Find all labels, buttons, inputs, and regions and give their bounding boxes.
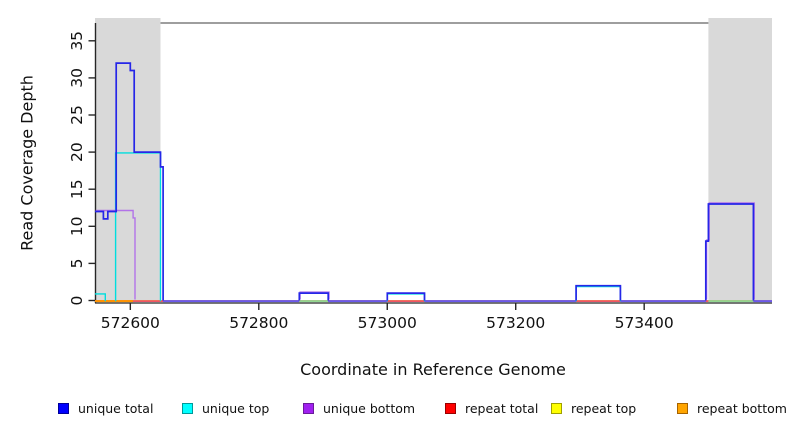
y-tick-label: 10 (68, 216, 86, 236)
series-lines (95, 62, 772, 303)
repeat-region-right (708, 18, 772, 302)
legend-swatch-repeat-bottom (677, 402, 688, 414)
series-line-unique-top (95, 293, 107, 302)
legend-label: unique total (78, 400, 154, 416)
series-line-unique-total (575, 284, 622, 301)
x-tick-label: 573400 (615, 314, 674, 332)
legend-item-unique-top: unique top (182, 399, 269, 417)
legend-label: repeat total (465, 400, 539, 416)
series-line-unique-top (386, 293, 426, 302)
y-tick-label: 5 (68, 258, 86, 268)
y-tick-label: 15 (68, 179, 86, 199)
y-tick-label: 35 (68, 31, 86, 51)
legend-item-unique-total: unique total (58, 399, 153, 417)
legend-swatch-repeat-total (445, 402, 456, 414)
legend-label: repeat bottom (697, 400, 787, 416)
legend-label: unique top (202, 400, 270, 416)
axes: 572600 572800 573000 573200 573400 0 5 10 15 20 25… (68, 23, 772, 332)
legend-swatch-unique-total (58, 402, 69, 414)
legend-item-repeat-total: repeat total (445, 399, 538, 417)
x-axis-title: Coordinate in Reference Genome (300, 360, 566, 379)
legend-label: unique bottom (323, 400, 416, 416)
y-tick-label: 0 (68, 296, 86, 306)
x-tick-label: 573000 (358, 314, 417, 332)
legend-swatch-unique-top (182, 402, 193, 414)
repeat-region-shading (95, 18, 772, 302)
series-line-unique-bottom (95, 209, 136, 300)
legend-item-repeat-bottom: repeat bottom (677, 399, 787, 417)
legend: unique total unique top unique bottom repea… (0, 399, 792, 419)
x-tick-label: 572800 (229, 314, 288, 332)
x-tick-label: 572600 (101, 314, 160, 332)
legend-label: repeat top (571, 400, 637, 416)
legend-item-unique-bottom: unique bottom (303, 399, 415, 417)
legend-swatch-unique-bottom (303, 402, 314, 414)
series-line-unique-total (704, 203, 755, 301)
series-line-unique-total (386, 292, 426, 301)
series-line-unique-total (298, 292, 330, 301)
series-line-unique-top (575, 285, 622, 302)
legend-item-repeat-top: repeat top (551, 399, 636, 417)
series-line-unique-total (95, 62, 164, 301)
x-tick-label: 573200 (486, 314, 545, 332)
y-tick-label: 30 (68, 68, 86, 88)
coverage-plot: 572600 572800 573000 573200 573400 0 5 10 15 20 25… (18, 18, 772, 379)
axis-titles: Coordinate in Reference Genome Read Cover… (18, 75, 566, 379)
y-tick-label: 25 (68, 105, 86, 125)
y-axis-title: Read Coverage Depth (18, 75, 37, 251)
y-tick-label: 20 (68, 142, 86, 162)
repeat-region-left (95, 18, 161, 302)
legend-swatch-repeat-top (551, 402, 562, 414)
